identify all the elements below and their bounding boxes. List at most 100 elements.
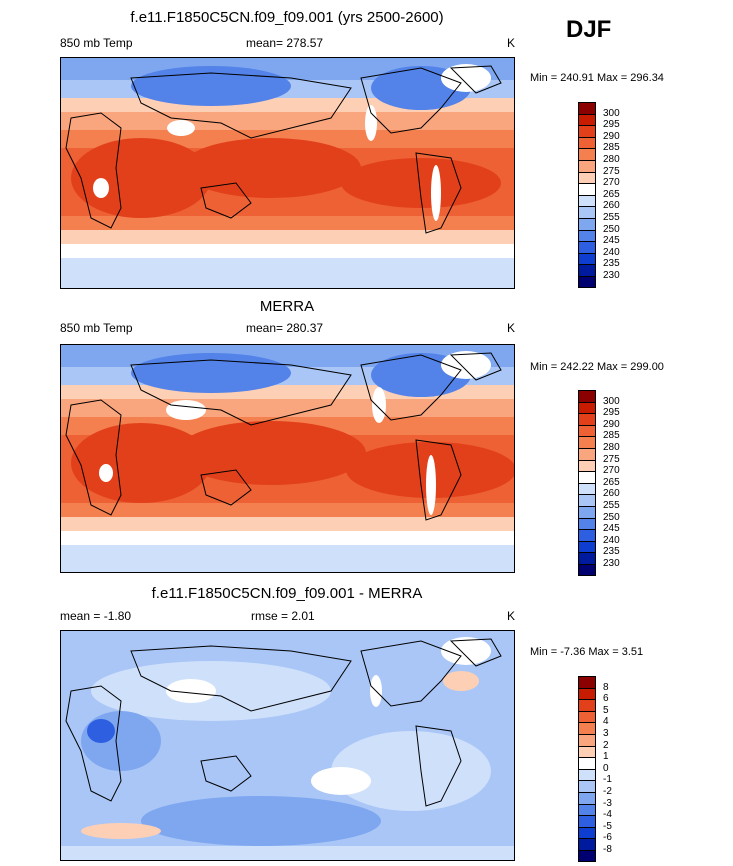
colorbar-swatch [578,148,596,160]
colorbar-tick-label: 3 [603,728,609,739]
colorbar-swatch [578,552,596,564]
panel-3-colorbar [578,676,596,862]
colorbar-swatch [578,482,596,495]
colorbar-swatch [578,436,596,448]
colorbar-tick-label: 295 [603,119,620,131]
colorbar-tick-label: 2 [603,739,609,751]
colorbar-swatch [578,803,596,816]
panel-1-mean-label: mean= 278.57 [246,36,324,50]
colorbar-tick-label: 280 [603,442,620,453]
colorbar-tick-label: 260 [603,488,620,500]
colorbar-tick-label: 300 [603,395,620,407]
panel-2-title: MERRA [259,298,315,315]
colorbar-swatch [578,459,596,472]
colorbar-tick-label: 240 [603,534,620,546]
colorbar-tick-label: -5 [603,820,612,832]
colorbar-swatch [578,849,596,862]
colorbar-swatch [578,791,596,804]
colorbar-swatch [578,229,596,242]
colorbar-tick-label: -2 [603,786,612,797]
colorbar-tick-label: 275 [603,165,620,177]
colorbar-swatch [578,206,596,218]
panel-3-minmax: Min = -7.36 Max = 3.51 [530,646,644,658]
colorbar-swatch [578,183,596,195]
colorbar-tick-label: 1 [603,751,609,763]
colorbar-tick-label: -3 [603,797,612,809]
colorbar-swatch [578,780,596,792]
colorbar-tick-label: 300 [603,107,620,119]
colorbar-swatch [578,757,596,769]
panel-1-map-svg [61,58,514,288]
panel-2-colorbar [578,390,596,576]
colorbar-tick-label: 235 [603,546,620,558]
colorbar-swatch [578,768,596,781]
panel-3-title: f.e11.F1850C5CN.f09_f09.001 - MERRA [151,585,423,602]
colorbar-tick-label: 230 [603,270,620,281]
colorbar-tick-label: 8 [603,681,609,693]
colorbar-swatch [578,710,596,723]
colorbar-swatch [578,194,596,207]
panel-3-map-svg [61,631,514,860]
colorbar-swatch [578,159,596,172]
colorbar-swatch [578,540,596,553]
panel-3-mean-label: mean = -1.80 [60,609,132,623]
panel-2-variable-label: 850 mb Temp [60,321,133,335]
colorbar-swatch [578,171,596,184]
colorbar-tick-label: -4 [603,809,612,821]
colorbar-tick-label: 290 [603,418,620,430]
colorbar-tick-label: 240 [603,246,620,258]
colorbar-swatch [578,136,596,149]
panel-1-title: f.e11.F1850C5CN.f09_f09.001 (yrs 2500-26… [130,9,444,26]
colorbar-tick-label: 265 [603,476,620,488]
colorbar-tick-label: 0 [603,762,609,774]
panel-1-variable-label: 850 mb Temp [60,36,133,50]
panel-2-unit-label: K [507,321,516,335]
colorbar-swatch [578,275,596,288]
colorbar-swatch [578,471,596,483]
panel-3-unit-label: K [507,609,516,623]
colorbar-swatch [578,699,596,711]
colorbar-swatch [578,733,596,746]
colorbar-swatch [578,113,596,126]
colorbar-tick-label: 255 [603,500,620,511]
panel-1-minmax: Min = 240.91 Max = 296.34 [530,72,664,84]
colorbar-swatch [578,102,596,114]
panel-1-unit-label: K [507,36,516,50]
colorbar-tick-label: 250 [603,223,620,235]
colorbar-swatch [578,826,596,839]
colorbar-tick-label: 265 [603,188,620,200]
colorbar-tick-label: 275 [603,453,620,465]
colorbar-swatch [578,815,596,827]
colorbar-tick-label: 235 [603,258,620,270]
panel-2-minmax: Min = 242.22 Max = 299.00 [530,361,664,373]
colorbar-swatch [578,241,596,253]
colorbar-tick-label: 4 [603,716,609,728]
colorbar-tick-label: 6 [603,693,609,705]
panel-2-map-svg [61,345,514,572]
colorbar-tick-label: 285 [603,430,620,442]
panel-2-map [60,344,515,573]
colorbar-swatch [578,517,596,530]
colorbar-swatch [578,447,596,460]
colorbar-swatch [578,413,596,425]
colorbar-swatch [578,676,596,688]
panel-3-rmse-label: rmse = 2.01 [251,609,315,623]
colorbar-swatch [578,252,596,265]
colorbar-tick-label: 290 [603,130,620,142]
colorbar-tick-label: 5 [603,704,609,716]
colorbar-tick-label: 270 [603,465,620,477]
colorbar-tick-label: 270 [603,177,620,189]
panel-1-colorbar [578,102,596,288]
colorbar-tick-label: 285 [603,142,620,154]
colorbar-swatch [578,264,596,276]
colorbar-tick-label: 295 [603,407,620,419]
colorbar-tick-label: 280 [603,154,620,165]
colorbar-swatch [578,494,596,506]
colorbar-swatch [578,401,596,414]
colorbar-tick-label: 230 [603,558,620,569]
colorbar-swatch [578,125,596,137]
colorbar-swatch [578,217,596,230]
colorbar-swatch [578,745,596,758]
colorbar-swatch [578,424,596,437]
colorbar-tick-label: -1 [603,774,612,786]
